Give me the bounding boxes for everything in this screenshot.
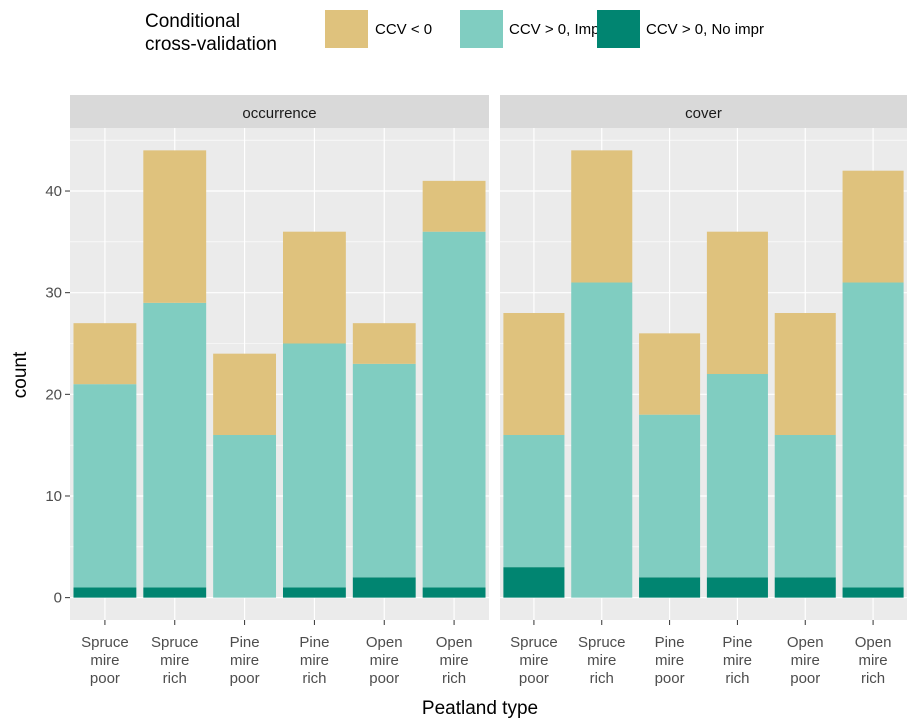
x-tick-label: Spruce mire poor <box>81 634 129 687</box>
bar-segment <box>422 231 486 588</box>
bar-segment <box>143 150 207 303</box>
bar-segment <box>774 434 836 578</box>
x-tick-label: Pine mire rich <box>722 634 752 687</box>
y-tick-label: 30 <box>45 285 62 302</box>
bar-segment <box>503 313 565 435</box>
bar-segment <box>73 384 137 588</box>
bar-segment <box>73 587 137 598</box>
x-tick-label: Pine mire poor <box>655 634 685 687</box>
bar-segment <box>282 587 346 598</box>
bar-segment <box>352 363 416 578</box>
x-tick-label: Open mire rich <box>436 634 473 687</box>
x-tick-label: Pine mire rich <box>299 634 329 687</box>
y-tick-label: 0 <box>54 590 62 607</box>
x-tick-label: Open mire poor <box>787 634 824 687</box>
bar-segment <box>639 333 701 415</box>
panel <box>70 128 489 620</box>
legend-title: Conditional cross-validation <box>145 11 277 55</box>
bar-segment <box>842 282 904 588</box>
x-tick-label: Open mire poor <box>366 634 403 687</box>
bar-segment <box>352 577 416 598</box>
bar-segment <box>503 434 565 568</box>
bar-segment <box>213 434 277 598</box>
panel <box>500 128 907 620</box>
x-tick-label: Pine mire poor <box>230 634 260 687</box>
bar-segment <box>706 374 768 578</box>
bar-segment <box>639 577 701 598</box>
legend-label: CCV > 0, No impr <box>646 21 764 38</box>
bar-segment <box>213 353 277 435</box>
bar-segment <box>422 587 486 598</box>
bar-segment <box>571 150 633 283</box>
bar-segment <box>73 323 137 385</box>
bar-segment <box>282 343 346 588</box>
legend-key <box>325 10 368 48</box>
bar-segment <box>842 587 904 598</box>
legend-label: CCV < 0 <box>375 21 432 38</box>
bar-segment <box>842 170 904 283</box>
bar-segment <box>422 180 486 232</box>
y-tick-label: 20 <box>45 386 62 403</box>
x-tick-label: Open mire rich <box>855 634 892 687</box>
legend-key <box>460 10 503 48</box>
strip <box>500 95 907 128</box>
bar-segment <box>774 577 836 598</box>
x-tick-label: Spruce mire rich <box>151 634 199 687</box>
legend-key <box>597 10 640 48</box>
y-tick-label: 10 <box>45 488 62 505</box>
y-axis-title: count <box>10 351 31 398</box>
y-tick-label: 40 <box>45 183 62 200</box>
bar-segment <box>571 282 633 598</box>
bar-segment <box>282 231 346 344</box>
facet-title: occurrence <box>242 105 316 122</box>
x-axis-title: Peatland type <box>422 698 538 719</box>
legend-label: CCV > 0, Impr <box>509 21 604 38</box>
bar-segment <box>352 323 416 364</box>
x-tick-label: Spruce mire poor <box>510 634 558 687</box>
strip <box>70 95 489 128</box>
bar-segment <box>774 313 836 435</box>
facet-title: cover <box>685 105 722 122</box>
bar-segment <box>143 587 207 598</box>
bar-segment <box>706 231 768 374</box>
x-tick-label: Spruce mire rich <box>578 634 626 687</box>
bar-segment <box>503 567 565 598</box>
bar-segment <box>143 302 207 588</box>
bar-segment <box>639 414 701 578</box>
bar-segment <box>706 577 768 598</box>
